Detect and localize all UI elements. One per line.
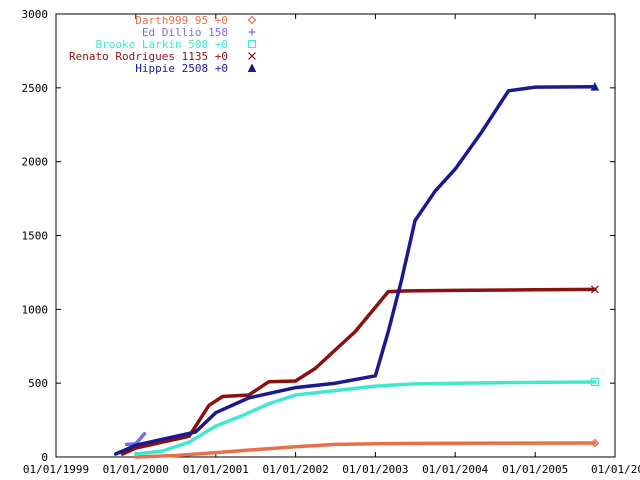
legend-label: Darth999 95 +0 — [135, 14, 228, 27]
x-tick-label: 01/01/1999 — [23, 463, 89, 476]
x-tick-label: 01/01/20 — [591, 463, 640, 476]
legend-marker — [247, 63, 257, 72]
y-tick-label: 1500 — [22, 230, 49, 243]
series-4 — [113, 82, 600, 456]
series-line — [113, 84, 597, 456]
x-tick-label: 01/01/2000 — [103, 463, 169, 476]
legend-label: Brooke Larkin 508 +0 — [96, 38, 228, 51]
y-tick-label: 2000 — [22, 156, 49, 169]
y-tick-label: 2500 — [22, 82, 49, 95]
legend-label: Renato Rodrigues 1135 +0 — [69, 50, 228, 63]
legend-marker — [247, 39, 257, 49]
x-tick-label: 01/01/2001 — [183, 463, 249, 476]
x-tick-label: 01/01/2003 — [342, 463, 408, 476]
series-line — [134, 380, 597, 456]
legend-label: Hippie 2508 +0 — [135, 62, 228, 75]
chart-ticks: 0 500 1000 1500 2000 2500 3000 01/01/1999 01/01/… — [22, 8, 640, 476]
legend-label: Ed Dillio 158 — [142, 26, 228, 39]
series-line — [134, 441, 597, 459]
x-tick-label: 01/01/2002 — [262, 463, 328, 476]
series-0 — [134, 438, 600, 459]
series-end-marker — [590, 377, 599, 387]
legend-marker — [247, 15, 257, 25]
chart-series-lines — [113, 82, 600, 459]
legend-marker — [248, 28, 256, 36]
series-end-marker — [590, 285, 599, 294]
series-3 — [120, 285, 599, 456]
series-end-marker — [590, 82, 600, 91]
legend-marker — [248, 52, 256, 60]
y-tick-label: 3000 — [22, 8, 49, 21]
y-tick-label: 1000 — [22, 303, 49, 316]
series-end-marker — [590, 438, 600, 448]
y-tick-label: 0 — [41, 451, 48, 464]
x-tick-label: 01/01/2005 — [502, 463, 568, 476]
series-line — [120, 287, 597, 456]
series-2 — [134, 377, 599, 456]
x-tick-label: 01/01/2004 — [422, 463, 489, 476]
y-tick-label: 500 — [28, 377, 48, 390]
